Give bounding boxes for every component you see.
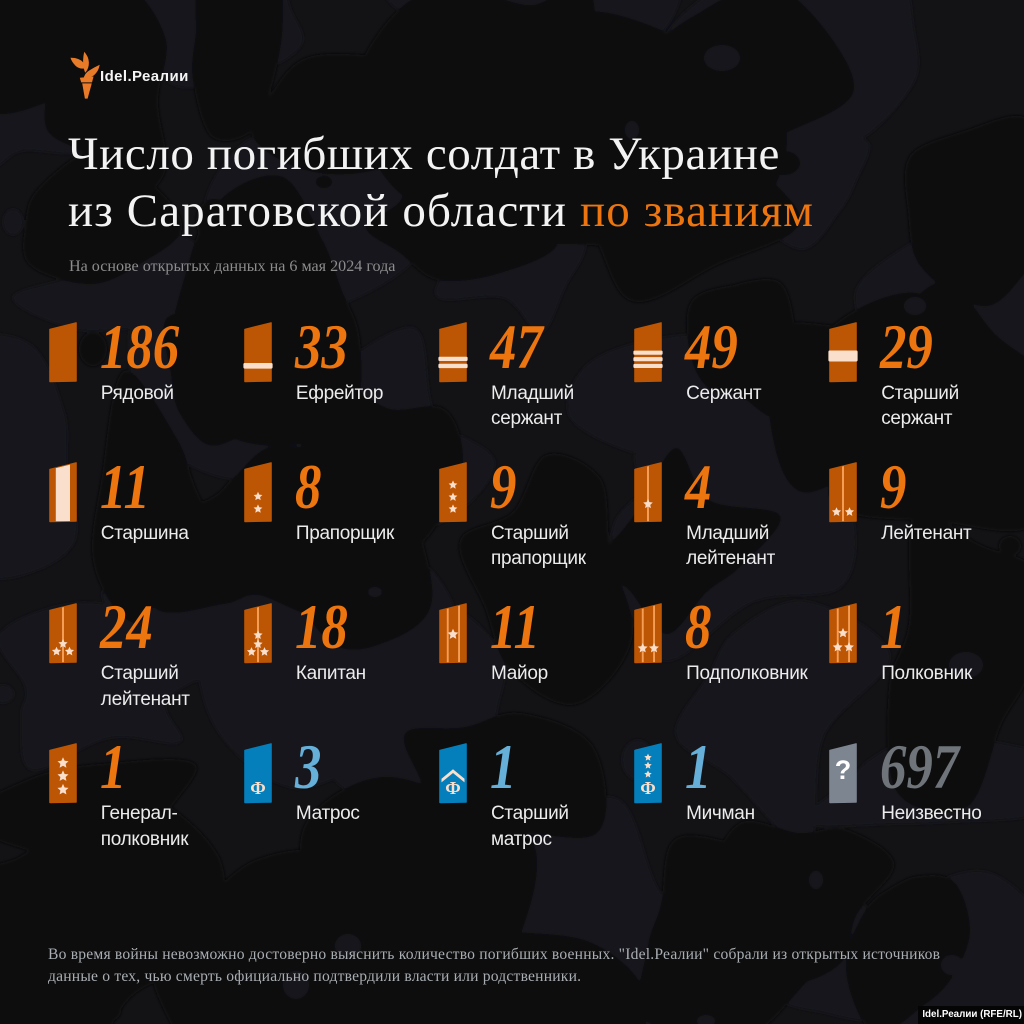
svg-text:Ф: Ф <box>445 777 460 797</box>
svg-text:Ф: Ф <box>640 777 655 797</box>
svg-text:?: ? <box>835 755 852 785</box>
svg-text:Ф: Ф <box>250 777 265 797</box>
